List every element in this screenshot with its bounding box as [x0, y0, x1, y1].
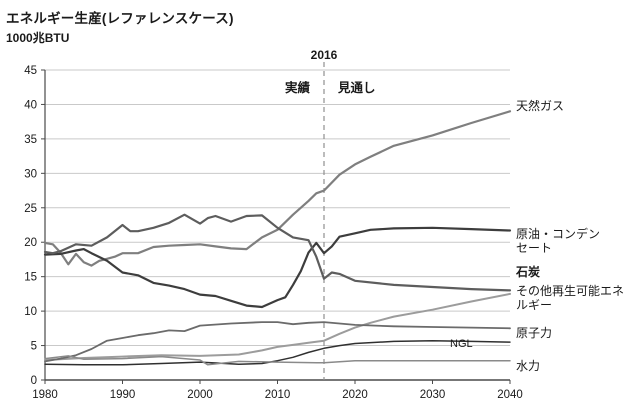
- y-tick-label: 30: [24, 168, 37, 180]
- x-tick-label: 2010: [265, 389, 291, 401]
- series-label-natural-gas: 天然ガス: [516, 99, 565, 113]
- y-tick-label: 10: [24, 306, 37, 318]
- series-label-crude-oil: 原油・コンデンセート: [516, 227, 601, 255]
- chart-unit-label: 1000兆BTU: [6, 31, 70, 45]
- x-tick-label: 1980: [32, 389, 58, 401]
- y-tick-label: 5: [31, 341, 37, 353]
- series-label-coal: 石炭: [516, 265, 541, 279]
- y-tick-label: 20: [24, 237, 37, 249]
- x-tick-label: 2000: [187, 389, 213, 401]
- series-label-nuclear: 原子力: [516, 326, 553, 340]
- series-label-hydro: 水力: [516, 359, 541, 373]
- series-line-nuclear: [44, 321, 511, 363]
- series-label-other-renewables: その他再生可能エネルギー: [516, 284, 625, 312]
- x-tick-label: 2020: [342, 389, 368, 401]
- history-annotation: 実績: [284, 81, 310, 95]
- series-line-ngl: [44, 339, 511, 366]
- series-line-hydro: [44, 355, 511, 366]
- y-tick-label: 25: [24, 203, 37, 215]
- divider-year-label: 2016: [310, 48, 338, 62]
- x-tick-label: 1990: [110, 389, 136, 401]
- x-tick-label: 2040: [497, 389, 523, 401]
- series-line-crude-oil-condensate: [43, 226, 512, 309]
- chart-title: エネルギー生産(レファレンスケース): [6, 11, 234, 26]
- projection-annotation: 見通し: [338, 81, 376, 95]
- series-line-coal: [43, 213, 512, 292]
- series-line-other-renewables: [44, 292, 511, 361]
- x-tick-label: 2030: [420, 389, 446, 401]
- y-tick-label: 35: [24, 134, 37, 146]
- series-line-natural-gas: [43, 110, 512, 267]
- y-tick-label: 0: [31, 375, 37, 387]
- series-label-ngl: NGL: [450, 338, 473, 350]
- y-tick-label: 45: [24, 65, 37, 77]
- y-tick-label: 40: [24, 99, 37, 111]
- y-tick-label: 15: [24, 272, 37, 284]
